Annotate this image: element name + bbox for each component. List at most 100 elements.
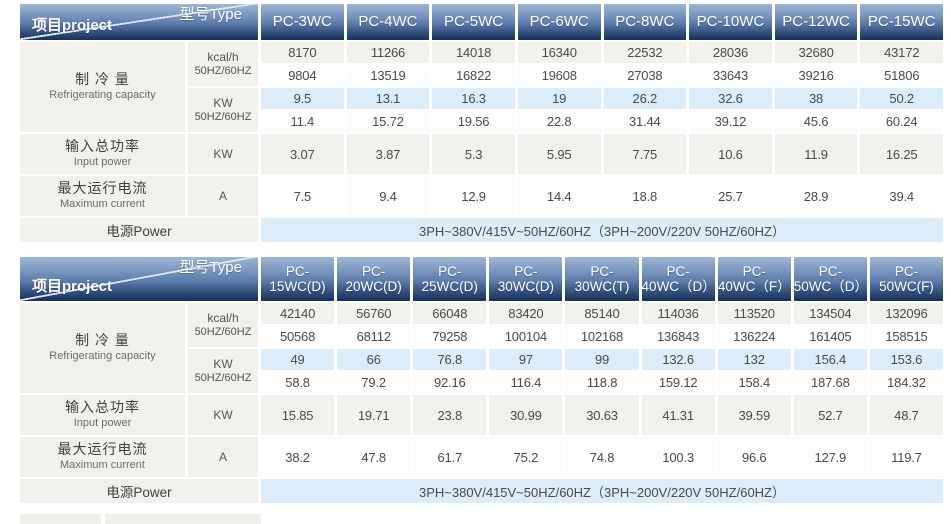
model-column-header: PC-8WC xyxy=(603,4,687,40)
unit-name: kcal/h xyxy=(207,49,239,64)
value-cell: 116.4 xyxy=(489,372,563,393)
value-cell: 13.1 xyxy=(346,88,430,109)
value-cell: 13519 xyxy=(346,65,430,86)
value-cell: 19 xyxy=(517,88,601,109)
value-cell: 48.7 xyxy=(869,395,943,435)
row-label-input-power: 输入总功率 Input power xyxy=(20,134,185,174)
value-cell: 96.6 xyxy=(717,437,791,477)
value-cell: 45.6 xyxy=(774,111,858,132)
value-cell: 184.32 xyxy=(869,372,943,393)
value-cell: 75.2 xyxy=(489,437,563,477)
project-label: 项目project xyxy=(32,278,113,296)
value-cell: 58.8 xyxy=(261,372,335,393)
model-column-header: PC-6WC xyxy=(517,4,601,40)
model-column-header: PC- 25WC(D) xyxy=(413,257,487,301)
value-cell: 68112 xyxy=(337,326,411,347)
value-cell: 74.8 xyxy=(565,437,639,477)
value-cell: 66 xyxy=(337,349,411,370)
model-column-header: PC-15WC xyxy=(860,4,943,40)
row-label-zh: 最大运行电流 xyxy=(57,180,148,197)
value-cell: 92.16 xyxy=(413,372,487,393)
partial-cell xyxy=(105,514,261,524)
value-cell: 27038 xyxy=(603,65,687,86)
value-cell: 5.3 xyxy=(432,134,515,174)
row-label-en: Input power xyxy=(73,416,132,429)
value-cell: 30.63 xyxy=(565,395,639,435)
model-column-header: PC- 40WC（D） xyxy=(641,257,716,301)
row-label-input-power: 输入总功率 Input power xyxy=(20,395,185,435)
model-column-header: PC- 40WC（F） xyxy=(717,257,791,301)
row-label-zh: 制 冷 量 xyxy=(75,332,130,349)
partial-next-row xyxy=(20,514,951,524)
value-cell: 28036 xyxy=(689,42,772,63)
partial-cell xyxy=(20,514,101,524)
corner-cell: 型号Type 项目project xyxy=(20,257,258,301)
value-cell: 49 xyxy=(261,349,335,370)
value-cell: 19.71 xyxy=(337,395,411,435)
spec-table-small-models: 型号Type 项目project PC-3WC PC-4WC PC-5WC PC-6WC P… xyxy=(20,4,943,242)
value-cell: 19.56 xyxy=(432,111,515,132)
unit-cell-kw: KW 50HZ/60HZ xyxy=(188,349,258,393)
value-cell: 119.7 xyxy=(869,437,943,477)
row-label-zh: 最大运行电流 xyxy=(57,441,148,458)
unit-cell-kcal: kcal/h 50HZ/60HZ xyxy=(188,303,258,347)
project-label: 项目project xyxy=(32,17,113,35)
value-cell: 12.9 xyxy=(432,176,515,216)
value-cell: 161405 xyxy=(793,326,867,347)
value-cell: 76.8 xyxy=(413,349,487,370)
model-column-header: PC-12WC xyxy=(774,4,858,40)
unit-frequency: 50HZ/60HZ xyxy=(194,325,252,338)
value-cell: 132096 xyxy=(869,303,943,324)
value-cell: 22532 xyxy=(603,42,687,63)
value-cell: 39.59 xyxy=(717,395,791,435)
value-cell: 5.95 xyxy=(517,134,601,174)
value-cell: 42140 xyxy=(261,303,335,324)
value-cell: 16.3 xyxy=(432,88,515,109)
value-cell: 83420 xyxy=(489,303,563,324)
power-row-label: 电源Power xyxy=(20,218,258,242)
corner-cell: 型号Type 项目project xyxy=(20,4,258,40)
row-label-en: Maximum current xyxy=(60,197,145,210)
value-cell: 85140 xyxy=(565,303,639,324)
model-column-header: PC- 30WC(T) xyxy=(565,257,639,301)
row-label-en: Refrigerating capacity xyxy=(49,349,156,362)
unit-frequency: 50HZ/60HZ xyxy=(194,110,252,123)
row-label-max-current: 最大运行电流 Maximum current xyxy=(20,437,185,477)
value-cell: 15.72 xyxy=(346,111,430,132)
value-cell: 99 xyxy=(565,349,639,370)
model-column-header: PC-4WC xyxy=(346,4,430,40)
row-label-refrigerating-capacity: 制 冷 量 Refrigerating capacity xyxy=(20,42,185,132)
model-column-header: PC-10WC xyxy=(689,4,772,40)
value-cell: 43172 xyxy=(860,42,943,63)
value-cell: 100104 xyxy=(489,326,563,347)
model-column-header: PC- 20WC(D) xyxy=(337,257,411,301)
value-cell: 28.9 xyxy=(774,176,858,216)
value-cell: 16822 xyxy=(432,65,515,86)
value-cell: 114036 xyxy=(641,303,715,324)
row-label-refrigerating-capacity: 制 冷 量 Refrigerating capacity xyxy=(20,303,185,393)
unit-frequency: 50HZ/60HZ xyxy=(194,371,252,384)
value-cell: 113520 xyxy=(717,303,791,324)
value-cell: 51806 xyxy=(860,65,943,86)
value-cell: 52.7 xyxy=(793,395,867,435)
value-cell: 118.8 xyxy=(565,372,639,393)
value-cell: 14018 xyxy=(432,42,515,63)
value-cell: 102168 xyxy=(565,326,639,347)
value-cell: 134504 xyxy=(793,303,867,324)
value-cell: 9804 xyxy=(261,65,344,86)
value-cell: 26.2 xyxy=(603,88,687,109)
value-cell: 25.7 xyxy=(689,176,772,216)
row-label-zh: 制 冷 量 xyxy=(75,71,130,88)
value-cell: 136843 xyxy=(641,326,715,347)
row-label-en: Maximum current xyxy=(60,458,145,471)
model-column-header: PC- 30WC(D) xyxy=(489,257,563,301)
unit-name: KW xyxy=(213,356,233,371)
value-cell: 32680 xyxy=(774,42,858,63)
unit-cell-max-current-a: A xyxy=(188,176,258,216)
row-label-zh: 输入总功率 xyxy=(65,399,140,416)
value-cell: 15.85 xyxy=(261,395,335,435)
row-label-zh: 输入总功率 xyxy=(65,138,140,155)
value-cell: 158515 xyxy=(869,326,943,347)
value-cell: 41.31 xyxy=(641,395,715,435)
value-cell: 22.8 xyxy=(517,111,601,132)
